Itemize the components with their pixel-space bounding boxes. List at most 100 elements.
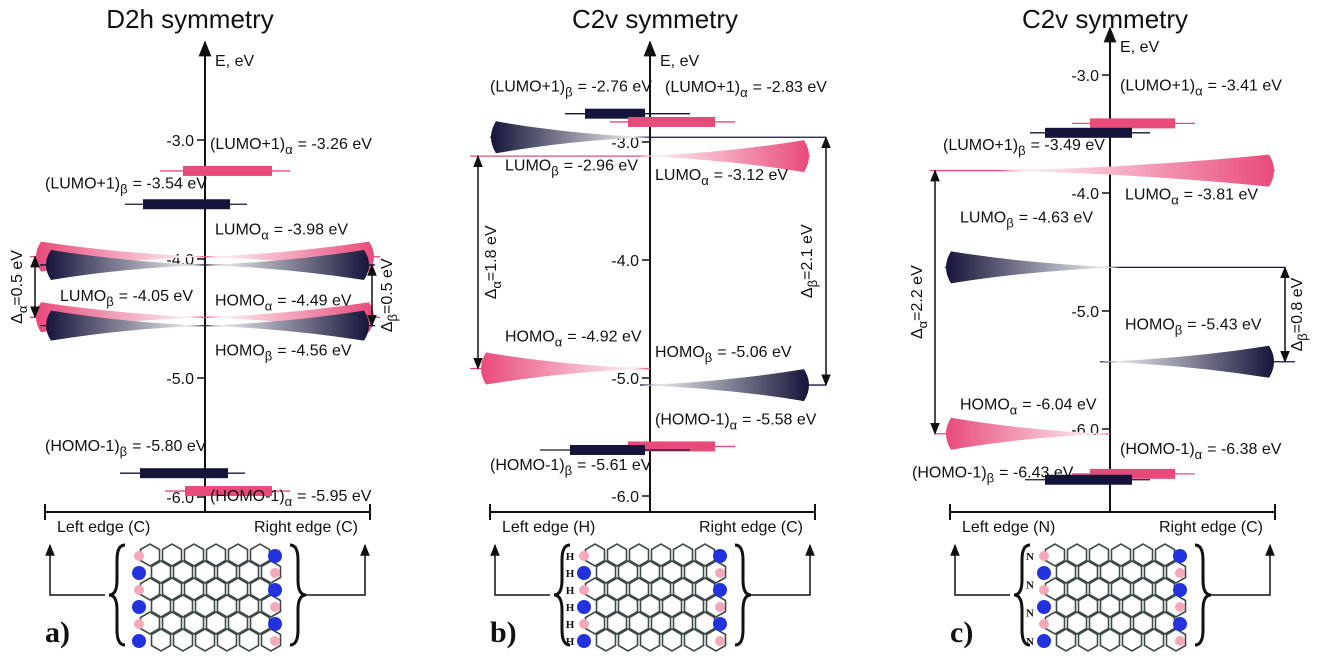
level-energy: = -4.49 eV: [277, 292, 352, 309]
edge-atom: N: [1026, 608, 1034, 620]
orbital-lobe: [1039, 585, 1049, 595]
hexagon: [196, 629, 215, 651]
molecule: [1037, 544, 1187, 651]
level-label: HOMOα= -4.92 eV: [505, 329, 642, 350]
level-label: (HOMO-1)β = -5.80 eV: [45, 438, 207, 459]
hexagon: [685, 629, 704, 651]
delta-symbol: Δ: [1289, 340, 1306, 351]
right-arrow: [1210, 545, 1270, 595]
level-name: (LUMO+1): [943, 137, 1018, 154]
right-edge-label: Right edge (C): [254, 519, 358, 536]
delta-value: =1.8 eV: [483, 225, 500, 281]
orbital-lobe: [1173, 617, 1187, 631]
level-name: (LUMO+1): [45, 175, 120, 192]
level-spin: α: [285, 142, 293, 157]
orbital-lobe: [579, 585, 589, 595]
tick-label: -3.0: [166, 133, 194, 150]
level-name: (LUMO+1): [665, 79, 740, 96]
level-name: (LUMO+1): [490, 79, 565, 96]
level-label: HOMOβ= -4.56 eV: [215, 343, 352, 364]
orbital-lobe: [268, 583, 282, 597]
level-energy: = -3.81 eV: [1184, 187, 1259, 204]
edge-atom: N: [1026, 579, 1034, 591]
level-name: (HOMO-1): [1120, 441, 1195, 458]
level-name: HOMO: [215, 343, 265, 360]
level-name: (HOMO-1): [655, 411, 730, 428]
level-energy: = -3.54 eV: [133, 175, 208, 192]
right-arrow: [750, 545, 810, 595]
delta-value: =0.8 eV: [1289, 277, 1306, 333]
hexagon: [597, 629, 616, 651]
orbital-lobe: [1175, 602, 1185, 612]
orbital-lobe: [713, 617, 727, 631]
level-energy: = -5.80 eV: [132, 438, 207, 455]
panel-title: D2h symmetry: [106, 4, 274, 34]
hexagon: [1057, 629, 1076, 651]
level-spin: β: [120, 181, 127, 196]
level-label: LUMOα= -3.12 eV: [655, 167, 788, 188]
orbital-lobe: [715, 602, 725, 612]
level-name: LUMO: [60, 288, 106, 305]
level-bar: [1090, 118, 1175, 128]
delta-label: Δα=1.8 eV: [483, 225, 504, 299]
orbital-lobe: [132, 600, 146, 614]
tick-label: -3.0: [1071, 68, 1099, 85]
level-energy: = -6.43 eV: [999, 465, 1074, 482]
orbital-lobe: [1037, 634, 1051, 648]
level-label: (HOMO-1)β= -5.61 eV: [490, 457, 652, 478]
tick-label: -6.0: [611, 489, 639, 506]
axis-label: E, eV: [660, 53, 699, 70]
level-energy: = -3.98 eV: [274, 222, 349, 239]
level-spin: α: [261, 228, 269, 243]
orbital-lobe: [579, 619, 589, 629]
hexagon: [174, 629, 193, 651]
edge-atom: H: [566, 551, 575, 563]
orbital-lobe: [577, 600, 591, 614]
level-label: HOMOβ= -5.06 eV: [655, 344, 792, 365]
level-spin: α: [555, 335, 563, 350]
panel-letter: b): [490, 616, 517, 649]
orbital-lobe: [1173, 549, 1187, 563]
left-arrow: [495, 545, 550, 595]
delta-symbol: Δ: [909, 328, 926, 339]
level-energy: = -5.58 eV: [742, 411, 817, 428]
level-spin: β: [551, 163, 558, 178]
hexagon: [641, 629, 660, 651]
orbital-lobe: [715, 636, 725, 646]
level-label: (LUMO+1)β = -3.54 eV: [45, 175, 207, 196]
level-name: (HOMO-1): [45, 438, 120, 455]
orbital-lobe: [132, 634, 146, 648]
level-label: (LUMO+1)α= -2.83 eV: [665, 79, 827, 100]
right-arrow: [305, 545, 365, 595]
level-spin: β: [120, 444, 127, 459]
delta-spin: β: [385, 314, 400, 321]
left-edge-label: Left edge (H): [502, 519, 595, 536]
level-bar: [570, 445, 645, 455]
tick-label: -4.0: [1071, 186, 1099, 203]
level-label: LUMOα = -3.98 eV: [215, 222, 348, 243]
axis-label: E, eV: [1120, 39, 1159, 56]
level-name: LUMO: [1125, 187, 1171, 204]
level-name: HOMO: [960, 397, 1010, 414]
delta-symbol: Δ: [379, 321, 396, 332]
level-energy: = -5.61 eV: [577, 457, 652, 474]
level-spin: β: [987, 471, 994, 486]
orbital-lobe: [1037, 600, 1051, 614]
level-spin: β: [565, 85, 572, 100]
level-spin: β: [1018, 143, 1025, 158]
delta-spin: β: [1295, 333, 1310, 340]
level-spin: α: [285, 494, 293, 509]
level-bar: [140, 468, 228, 478]
orbital-lobe: [579, 551, 589, 561]
orbital-lobe: [134, 551, 144, 561]
hexagon: [152, 629, 171, 651]
level-bar: [628, 117, 715, 127]
delta-value: =0.5 eV: [9, 250, 26, 306]
orbital-lobe: [268, 617, 282, 631]
level-name: LUMO: [215, 222, 261, 239]
level-energy: = -3.26 eV: [298, 136, 373, 153]
orbital-lobe: [270, 602, 280, 612]
level-label: (HOMO-1)α= -5.58 eV: [655, 411, 817, 432]
hexagon: [663, 629, 682, 651]
left-arrow: [50, 545, 105, 595]
